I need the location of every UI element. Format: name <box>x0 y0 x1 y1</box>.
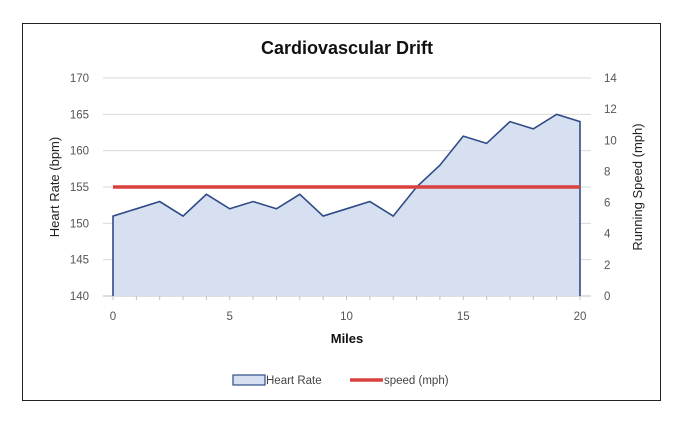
y2-tick-label: 10 <box>604 135 617 147</box>
y-axis-label: Heart Rate (bpm) <box>47 137 62 237</box>
y-tick-label: 150 <box>70 218 89 230</box>
x-tick-label: 10 <box>340 311 353 323</box>
x-tick-label: 5 <box>227 311 233 323</box>
y2-tick-label: 14 <box>604 73 617 85</box>
legend: Heart Rate speed (mph) <box>232 374 449 387</box>
y-tick-label: 140 <box>70 291 89 303</box>
legend-label-speed: speed (mph) <box>384 375 449 387</box>
y2-axis-label: Running Speed (mph) <box>630 123 645 250</box>
y-tick-label: 165 <box>70 109 89 121</box>
x-tick-label: 0 <box>110 311 116 323</box>
x-tick-label: 15 <box>457 311 470 323</box>
legend-label-heart-rate: Heart Rate <box>266 375 322 387</box>
x-tick-label: 20 <box>574 311 587 323</box>
y2-tick-label: 0 <box>604 291 610 303</box>
heart-rate-area <box>113 114 580 296</box>
y2-tick-label: 12 <box>604 104 617 116</box>
y2-tick-label: 2 <box>604 260 610 272</box>
y-tick-label: 145 <box>70 255 89 267</box>
legend-swatch-heart-rate <box>232 374 266 386</box>
y-tick-label: 160 <box>70 146 89 158</box>
heart-rate-line <box>112 113 581 296</box>
chart-title: Cardiovascular Drift <box>261 38 433 58</box>
y2-tick-label: 4 <box>604 229 611 241</box>
y-tick-label: 170 <box>70 73 89 85</box>
y2-tick-label: 6 <box>604 198 610 210</box>
y2-tick-label: 8 <box>604 166 610 178</box>
x-axis-label: Miles <box>331 331 364 346</box>
y-tick-label: 155 <box>70 182 89 194</box>
